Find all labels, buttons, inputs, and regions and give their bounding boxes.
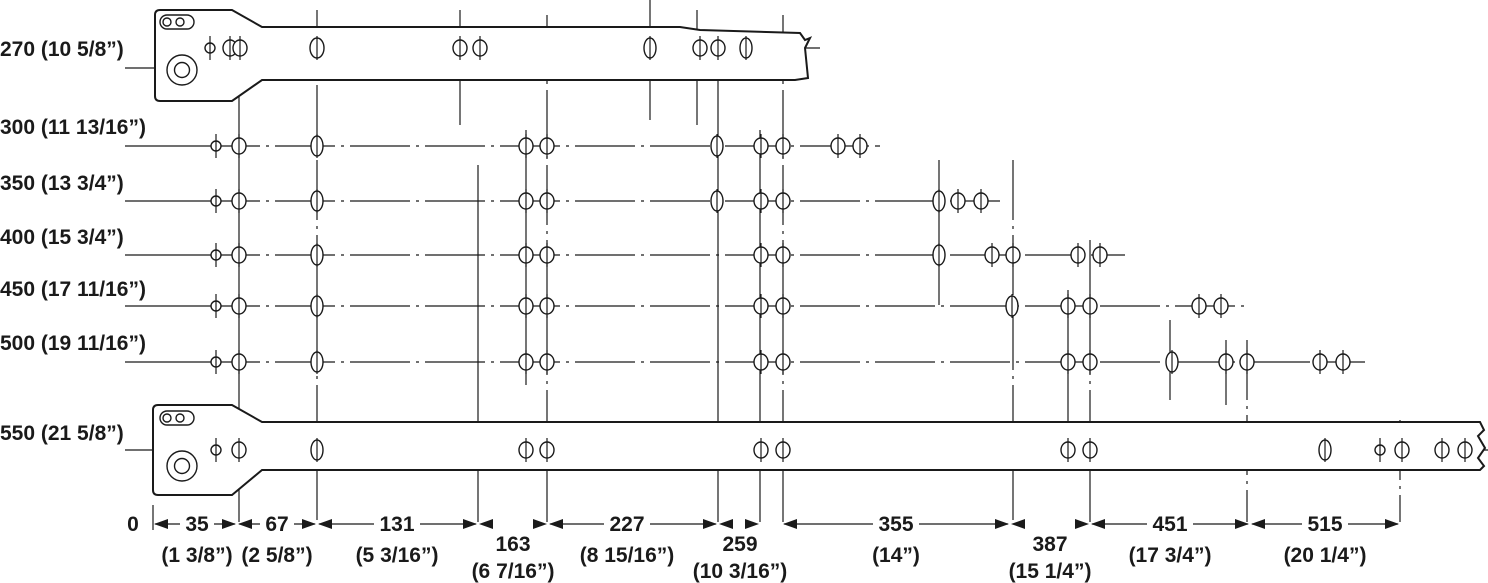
dimension-inch-label: (14”)	[872, 544, 920, 567]
dimension-mm-label: 35	[185, 513, 209, 536]
dimension-mm-label: 227	[609, 513, 644, 536]
arrowhead-icon	[222, 519, 236, 529]
arrowhead-icon	[1385, 519, 1399, 529]
screw-hole	[175, 17, 185, 27]
arrowhead-icon	[463, 519, 477, 529]
row-length-label: 350 (13 3/4”)	[0, 172, 124, 195]
arrowhead-icon	[533, 519, 547, 529]
row-length-label: 500 (19 11/16”)	[0, 332, 146, 355]
arrowhead-icon	[703, 519, 717, 529]
arrowhead-icon	[479, 519, 493, 529]
arrowhead-icon	[1091, 519, 1105, 529]
dimension-mm-label: 355	[878, 513, 913, 536]
arrowhead-icon	[1251, 519, 1265, 529]
row-length-label: 400 (15 3/4”)	[0, 226, 124, 249]
row-length-label: 300 (11 13/16”)	[0, 116, 146, 139]
row-length-label: 450 (17 11/16”)	[0, 278, 146, 301]
dimension-inch-label: (15 1/4”)	[1009, 560, 1092, 583]
dimension-mm-label: 163	[495, 533, 530, 556]
dimension-zero: 0	[127, 513, 139, 536]
dimension-inch-label: (6 7/16”)	[472, 560, 555, 583]
dimension-mm-label: 67	[265, 513, 288, 536]
arrowhead-icon	[745, 519, 759, 529]
arrowhead-icon	[154, 519, 168, 529]
dimension-mm-label: 131	[379, 513, 414, 536]
bottom-rail-550	[152, 404, 1487, 496]
screw-hole	[175, 413, 185, 423]
arrowhead-icon	[238, 519, 252, 529]
roller-axle-icon	[173, 457, 191, 475]
arrowhead-icon	[318, 519, 332, 529]
roller-axle-icon	[173, 61, 191, 79]
arrowhead-icon	[1235, 519, 1249, 529]
arrowhead-icon	[549, 519, 563, 529]
dimension-inch-label: (8 15/16”)	[580, 544, 675, 567]
arrowhead-icon	[1075, 519, 1089, 529]
dimension-inch-label: (1 3/8”)	[161, 544, 232, 567]
dimension-inch-label: (10 3/16”)	[693, 560, 788, 583]
arrowhead-icon	[302, 519, 316, 529]
dimension-mm-label: 259	[722, 533, 757, 556]
arrowhead-icon	[783, 519, 797, 529]
dimension-mm-label: 387	[1032, 533, 1067, 556]
screw-hole	[162, 17, 172, 27]
dimension-mm-label: 451	[1152, 513, 1187, 536]
arrowhead-icon	[719, 519, 733, 529]
row-length-label: 270 (10 5/8”)	[0, 38, 124, 61]
dimension-inch-label: (5 3/16”)	[356, 544, 439, 567]
row-length-label: 550 (21 5/8”)	[0, 422, 124, 445]
dimension-inch-label: (20 1/4”)	[1284, 544, 1367, 567]
arrowhead-icon	[995, 519, 1009, 529]
dimension-mm-label: 515	[1307, 513, 1342, 536]
dimension-inch-label: (17 3/4”)	[1129, 544, 1212, 567]
arrowhead-icon	[1011, 519, 1025, 529]
screw-hole	[162, 413, 172, 423]
dimension-inch-label: (2 5/8”)	[241, 544, 312, 567]
